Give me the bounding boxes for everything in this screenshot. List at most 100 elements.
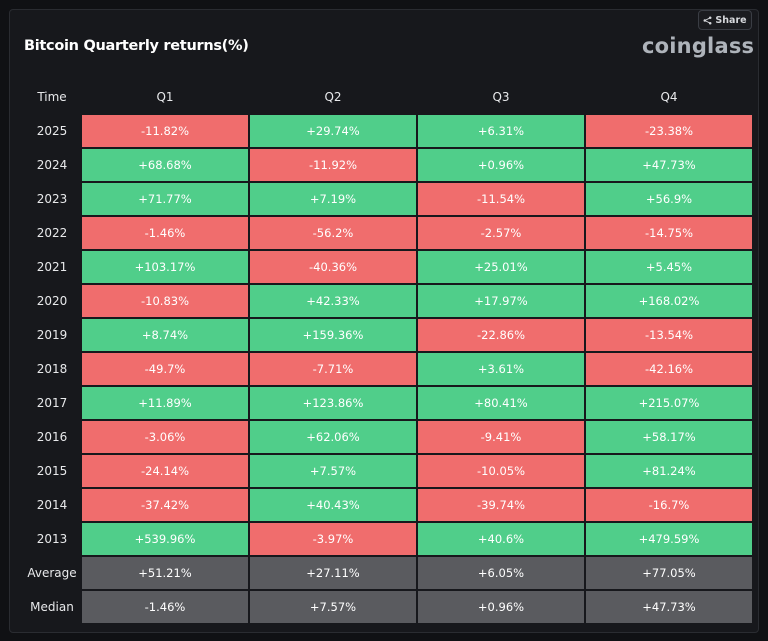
column-header-q3: Q3: [492, 90, 510, 104]
return-cell: +123.86%: [250, 387, 416, 419]
year-label: 2024: [36, 158, 68, 172]
summary-row: Median -1.46% +7.57% +0.96% +47.73%: [24, 591, 752, 623]
return-cell: +56.9%: [586, 183, 752, 215]
return-cell: -10.05%: [418, 455, 584, 487]
year-label: 2019: [36, 328, 68, 342]
return-cell: +7.19%: [250, 183, 416, 215]
return-cell: +81.24%: [586, 455, 752, 487]
return-cell: -11.92%: [250, 149, 416, 181]
year-row: 2023 +71.77% +7.19% -11.54% +56.9%: [24, 183, 752, 215]
return-cell: +159.36%: [250, 319, 416, 351]
return-cell: +17.97%: [418, 285, 584, 317]
return-cell: -42.16%: [586, 353, 752, 385]
summary-label: Average: [27, 566, 77, 580]
return-cell: -13.54%: [586, 319, 752, 351]
return-cell: -1.46%: [82, 217, 248, 249]
return-cell: +11.89%: [82, 387, 248, 419]
year-row: 2020 -10.83% +42.33% +17.97% +168.02%: [24, 285, 752, 317]
year-row: 2015 -24.14% +7.57% -10.05% +81.24%: [24, 455, 752, 487]
return-cell: +7.57%: [250, 455, 416, 487]
return-cell: +80.41%: [418, 387, 584, 419]
return-cell: +62.06%: [250, 421, 416, 453]
return-cell: -40.36%: [250, 251, 416, 283]
return-cell: +0.96%: [418, 149, 584, 181]
share-label: Share: [715, 14, 747, 26]
return-cell: +25.01%: [418, 251, 584, 283]
return-cell: +68.68%: [82, 149, 248, 181]
return-cell: -11.82%: [82, 115, 248, 147]
return-cell: +479.59%: [586, 523, 752, 555]
return-cell: +47.73%: [586, 591, 752, 623]
return-cell: +3.61%: [418, 353, 584, 385]
year-label: 2025: [36, 124, 68, 138]
year-label: 2013: [36, 532, 68, 546]
year-label: 2014: [36, 498, 68, 512]
return-cell: -16.7%: [586, 489, 752, 521]
year-row: 2014 -37.42% +40.43% -39.74% -16.7%: [24, 489, 752, 521]
return-cell: +42.33%: [250, 285, 416, 317]
year-label: 2017: [36, 396, 68, 410]
year-row: 2019 +8.74% +159.36% -22.86% -13.54%: [24, 319, 752, 351]
return-cell: +6.31%: [418, 115, 584, 147]
return-cell: +51.21%: [82, 557, 248, 589]
year-row: 2013 +539.96% -3.97% +40.6% +479.59%: [24, 523, 752, 555]
return-cell: +7.57%: [250, 591, 416, 623]
return-cell: -3.97%: [250, 523, 416, 555]
return-cell: +77.05%: [586, 557, 752, 589]
year-label: 2015: [36, 464, 68, 478]
return-cell: +103.17%: [82, 251, 248, 283]
share-button[interactable]: Share: [698, 10, 752, 30]
return-cell: +40.43%: [250, 489, 416, 521]
coinglass-logo: coinglass: [642, 34, 755, 58]
column-header-q2: Q2: [324, 90, 342, 104]
quarterly-returns-table: Time Q1 Q2 Q3 Q4 2025 -11.82% +29.74% +6.31…: [22, 79, 754, 625]
returns-card: Bitcoin Quarterly returns(%) Share coing…: [9, 9, 759, 633]
return-cell: -37.42%: [82, 489, 248, 521]
return-cell: -3.06%: [82, 421, 248, 453]
return-cell: +168.02%: [586, 285, 752, 317]
return-cell: -10.83%: [82, 285, 248, 317]
share-icon: [703, 16, 712, 25]
year-row: 2021 +103.17% -40.36% +25.01% +5.45%: [24, 251, 752, 283]
return-cell: -56.2%: [250, 217, 416, 249]
return-cell: +0.96%: [418, 591, 584, 623]
return-cell: -14.75%: [586, 217, 752, 249]
return-cell: +539.96%: [82, 523, 248, 555]
year-row: 2022 -1.46% -56.2% -2.57% -14.75%: [24, 217, 752, 249]
return-cell: -22.86%: [418, 319, 584, 351]
return-cell: -1.46%: [82, 591, 248, 623]
return-cell: -7.71%: [250, 353, 416, 385]
summary-row: Average +51.21% +27.11% +6.05% +77.05%: [24, 557, 752, 589]
year-label: 2016: [36, 430, 68, 444]
return-cell: +8.74%: [82, 319, 248, 351]
column-header-time: Time: [37, 90, 67, 104]
year-label: 2021: [36, 260, 68, 274]
return-cell: +27.11%: [250, 557, 416, 589]
year-row: 2018 -49.7% -7.71% +3.61% -42.16%: [24, 353, 752, 385]
year-label: 2023: [36, 192, 68, 206]
return-cell: +58.17%: [586, 421, 752, 453]
summary-label: Median: [30, 600, 74, 614]
return-cell: -23.38%: [586, 115, 752, 147]
return-cell: +29.74%: [250, 115, 416, 147]
return-cell: +5.45%: [586, 251, 752, 283]
return-cell: +71.77%: [82, 183, 248, 215]
year-label: 2020: [36, 294, 68, 308]
return-cell: +6.05%: [418, 557, 584, 589]
return-cell: -49.7%: [82, 353, 248, 385]
year-row: 2024 +68.68% -11.92% +0.96% +47.73%: [24, 149, 752, 181]
year-label: 2022: [36, 226, 68, 240]
return-cell: -2.57%: [418, 217, 584, 249]
year-label: 2018: [36, 362, 68, 376]
column-header-q1: Q1: [156, 90, 174, 104]
return-cell: -39.74%: [418, 489, 584, 521]
return-cell: -24.14%: [82, 455, 248, 487]
year-row: 2025 -11.82% +29.74% +6.31% -23.38%: [24, 115, 752, 147]
column-header-q4: Q4: [660, 90, 678, 104]
table-body: 2025 -11.82% +29.74% +6.31% -23.38% 2024 +68.6…: [24, 115, 752, 623]
chart-title: Bitcoin Quarterly returns(%): [24, 38, 249, 54]
header-row: Time Q1 Q2 Q3 Q4: [24, 81, 752, 113]
year-row: 2016 -3.06% +62.06% -9.41% +58.17%: [24, 421, 752, 453]
year-row: 2017 +11.89% +123.86% +80.41% +215.07%: [24, 387, 752, 419]
return-cell: +47.73%: [586, 149, 752, 181]
